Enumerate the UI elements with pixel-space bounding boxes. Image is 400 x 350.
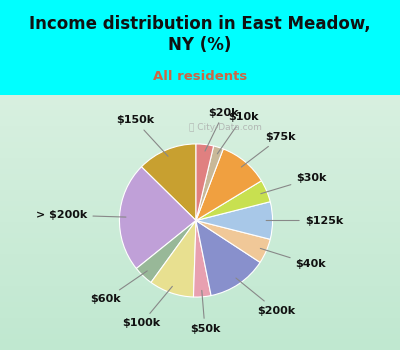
Text: $125k: $125k <box>266 216 343 225</box>
Wedge shape <box>136 220 196 282</box>
Text: ⓘ City-Data.com: ⓘ City-Data.com <box>189 123 262 132</box>
Text: $40k: $40k <box>260 248 326 269</box>
Text: $60k: $60k <box>90 271 147 304</box>
Text: $20k: $20k <box>205 107 239 151</box>
Wedge shape <box>196 149 262 220</box>
Wedge shape <box>194 220 211 297</box>
Text: $50k: $50k <box>190 290 220 334</box>
Text: $100k: $100k <box>122 286 172 328</box>
Text: $75k: $75k <box>241 132 296 167</box>
Text: Income distribution in East Meadow,
NY (%): Income distribution in East Meadow, NY (… <box>29 15 371 54</box>
Text: All residents: All residents <box>153 70 247 83</box>
Wedge shape <box>151 220 196 297</box>
Wedge shape <box>196 220 260 295</box>
Text: $30k: $30k <box>261 174 327 194</box>
Text: $10k: $10k <box>217 112 258 154</box>
Wedge shape <box>196 146 223 220</box>
Wedge shape <box>120 167 196 268</box>
Wedge shape <box>142 144 196 220</box>
Wedge shape <box>196 220 270 262</box>
Text: $150k: $150k <box>116 115 168 156</box>
Wedge shape <box>196 181 270 220</box>
Text: > $200k: > $200k <box>36 210 126 220</box>
Wedge shape <box>196 144 214 220</box>
Wedge shape <box>196 202 272 239</box>
Text: $200k: $200k <box>236 278 295 315</box>
